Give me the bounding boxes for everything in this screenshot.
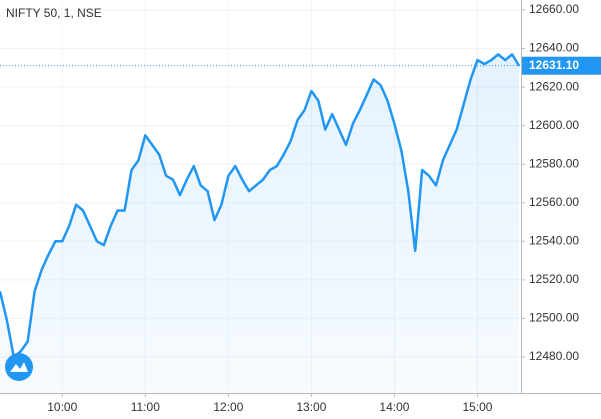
x-tick-label: 10:00 (47, 400, 77, 414)
y-tick-label: 12660.00 (529, 2, 579, 16)
x-tick-label: 11:00 (131, 400, 160, 414)
y-tick-label: 12620.00 (529, 79, 579, 93)
x-tick-label: 13:00 (296, 400, 326, 414)
price-line (0, 53, 521, 359)
x-tick-label: 14:00 (379, 400, 409, 414)
y-tick-label: 12500.00 (529, 311, 579, 325)
last-price-box (522, 56, 601, 75)
y-tick-label: 12600.00 (529, 118, 579, 132)
x-tick-label: 12:00 (213, 400, 243, 414)
chart-title: NIFTY 50, 1, NSE (6, 6, 102, 20)
y-tick-label: 12520.00 (529, 272, 579, 286)
y-tick-label: 12540.00 (529, 233, 579, 247)
plot (0, 53, 521, 394)
x-tick-label: 15:00 (462, 400, 492, 414)
y-tick-label: 12480.00 (529, 349, 579, 363)
area-fill (0, 54, 519, 394)
last-price-label: 12631.10 (529, 58, 579, 72)
logo (5, 353, 33, 381)
y-tick-label: 12640.00 (529, 41, 579, 55)
y-tick-label: 12580.00 (529, 156, 579, 170)
y-tick-label: 12560.00 (529, 195, 579, 209)
